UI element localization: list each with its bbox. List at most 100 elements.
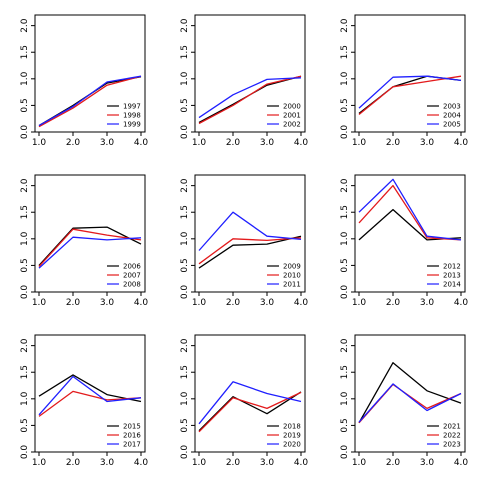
plot-frame: [194, 14, 306, 133]
series-line-2015: [38, 374, 142, 403]
y-tick-label: 0.5: [20, 258, 30, 272]
x-tick-label: 2.0: [66, 298, 81, 308]
x-tick-label: 3.0: [420, 458, 435, 468]
series-line-2011: [198, 211, 302, 251]
x-tick-label: 2.0: [226, 138, 241, 148]
y-tick-label: 2.0: [180, 18, 190, 33]
series-line-2010: [198, 237, 302, 265]
y-tick-label: 0.0: [180, 445, 190, 460]
legend-label: 2010: [283, 272, 301, 280]
y-tick-label: 1.0: [180, 71, 190, 86]
x-tick-label: 3.0: [100, 298, 115, 308]
x-tick-label: 2.0: [66, 458, 81, 468]
legend-label: 2013: [443, 272, 461, 280]
legend-label: 2006: [123, 263, 141, 271]
y-tick-label: 0.0: [20, 285, 30, 300]
plot-frame: [194, 334, 306, 453]
x-tick-label: 3.0: [260, 458, 275, 468]
y-tick-label: 1.0: [340, 391, 350, 406]
series-line-2014: [358, 178, 462, 241]
legend-label: 2004: [443, 112, 461, 120]
x-tick-label: 2.0: [386, 458, 401, 468]
series-line-2022: [358, 383, 462, 424]
legend-label: 2000: [283, 103, 301, 111]
legend-label: 2001: [283, 112, 301, 120]
y-tick-label: 0.0: [20, 445, 30, 460]
series-line-2023: [358, 383, 462, 423]
x-tick-label: 4.0: [294, 298, 309, 308]
y-tick-label: 1.5: [180, 45, 190, 59]
y-tick-label: 2.0: [180, 338, 190, 353]
x-tick-label: 3.0: [100, 458, 115, 468]
legend-label: 2009: [283, 263, 301, 271]
y-tick-label: 0.0: [340, 445, 350, 460]
y-tick-label: 2.0: [340, 338, 350, 353]
x-tick-label: 1.0: [32, 298, 47, 308]
y-tick-label: 2.0: [20, 18, 30, 33]
y-tick-label: 0.5: [20, 418, 30, 432]
x-tick-label: 4.0: [454, 298, 469, 308]
y-tick-label: 1.0: [20, 231, 30, 246]
legend-label: 2005: [443, 121, 461, 129]
x-tick-label: 2.0: [226, 298, 241, 308]
x-tick-label: 4.0: [134, 298, 149, 308]
x-tick-label: 1.0: [32, 458, 47, 468]
legend-label: 2017: [123, 441, 141, 449]
plot-frame: [354, 174, 466, 293]
x-tick-label: 2.0: [386, 298, 401, 308]
legend-label: 2018: [283, 423, 301, 431]
y-tick-label: 0.5: [340, 258, 350, 272]
y-tick-label: 1.5: [340, 365, 350, 379]
y-tick-label: 1.5: [340, 205, 350, 219]
x-tick-label: 4.0: [454, 138, 469, 148]
y-tick-label: 1.0: [20, 71, 30, 86]
x-tick-label: 4.0: [454, 458, 469, 468]
x-tick-label: 2.0: [66, 138, 81, 148]
series-line-2007: [38, 228, 142, 267]
legend-label: 2014: [443, 281, 461, 289]
x-tick-label: 2.0: [386, 138, 401, 148]
plot-frame: [34, 174, 146, 293]
plot-frame: [34, 334, 146, 453]
y-tick-label: 0.0: [20, 125, 30, 140]
y-tick-label: 1.5: [180, 365, 190, 379]
x-tick-label: 1.0: [32, 138, 47, 148]
y-tick-label: 0.5: [180, 418, 190, 432]
legend-label: 2011: [283, 281, 301, 289]
series-line-2021: [358, 362, 462, 424]
series-line-2018: [198, 391, 302, 432]
legend-label: 2012: [443, 263, 461, 271]
legend-label: 2022: [443, 432, 461, 440]
series-line-2008: [38, 236, 142, 269]
y-tick-label: 1.5: [20, 365, 30, 379]
y-tick-label: 2.0: [20, 338, 30, 353]
y-tick-label: 1.5: [20, 45, 30, 59]
x-tick-label: 1.0: [352, 458, 367, 468]
y-tick-label: 0.5: [180, 258, 190, 272]
y-tick-label: 2.0: [340, 178, 350, 193]
x-tick-label: 2.0: [226, 458, 241, 468]
y-tick-label: 0.0: [180, 125, 190, 140]
series-line-2009: [198, 235, 302, 269]
x-tick-label: 1.0: [192, 138, 207, 148]
y-tick-label: 1.0: [340, 71, 350, 86]
legend-label: 2007: [123, 272, 141, 280]
legend-label: 2002: [283, 121, 301, 129]
legend-label: 1999: [123, 121, 141, 129]
legend-label: 2021: [443, 423, 461, 431]
series-line-2006: [38, 226, 142, 266]
y-tick-label: 1.0: [180, 391, 190, 406]
plot-frame: [354, 334, 466, 453]
series-line-2013: [358, 184, 462, 241]
x-tick-label: 3.0: [420, 138, 435, 148]
x-tick-label: 3.0: [260, 138, 275, 148]
series-line-2020: [198, 381, 302, 425]
series-line-2005: [358, 75, 462, 109]
